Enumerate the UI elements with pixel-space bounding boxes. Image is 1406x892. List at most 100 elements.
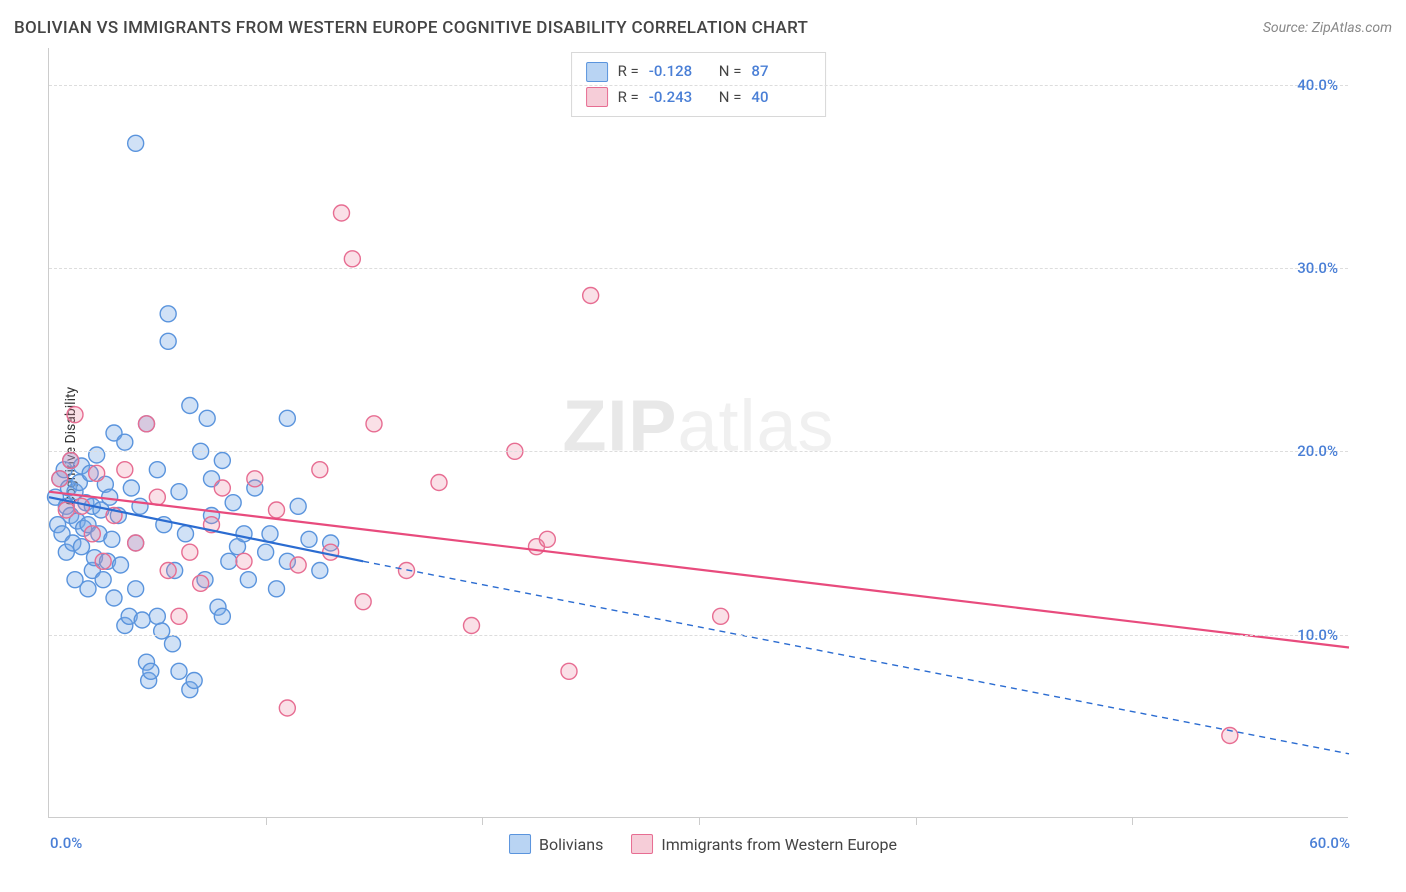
- data-point: [214, 608, 230, 624]
- x-tick-mark: [482, 817, 483, 825]
- n-value-1: 40: [751, 85, 811, 111]
- data-point: [63, 453, 79, 469]
- data-point: [225, 495, 241, 511]
- legend-swatch-0: [509, 834, 531, 854]
- data-point: [128, 581, 144, 597]
- data-point: [117, 462, 133, 478]
- legend-bottom: Bolivians Immigrants from Western Europe: [509, 834, 897, 854]
- data-point: [149, 462, 165, 478]
- source-label: Source: ZipAtlas.com: [1263, 20, 1392, 36]
- data-point: [312, 462, 328, 478]
- legend-label-1: Immigrants from Western Europe: [661, 835, 897, 854]
- data-point: [165, 636, 181, 652]
- data-point: [106, 590, 122, 606]
- gridline: [49, 268, 1348, 269]
- data-point: [171, 484, 187, 500]
- legend-swatch-1: [631, 834, 653, 854]
- data-point: [80, 581, 96, 597]
- data-point: [262, 526, 278, 542]
- n-value-0: 87: [751, 59, 811, 85]
- data-point: [171, 608, 187, 624]
- data-point: [182, 398, 198, 414]
- data-point: [123, 480, 139, 496]
- legend-item-0: Bolivians: [509, 834, 603, 854]
- stats-row-0: R = -0.128 N = 87: [586, 59, 812, 85]
- y-tick-label: 30.0%: [1297, 259, 1338, 277]
- data-point: [74, 539, 90, 555]
- data-point: [290, 498, 306, 514]
- data-point: [214, 480, 230, 496]
- x-tick-mark: [266, 817, 267, 825]
- data-point: [104, 531, 120, 547]
- gridline: [49, 85, 1348, 86]
- data-point: [67, 407, 83, 423]
- y-tick-label: 40.0%: [1297, 76, 1338, 94]
- data-point: [279, 410, 295, 426]
- data-point: [186, 673, 202, 689]
- x-tick-mark: [1132, 817, 1133, 825]
- data-point: [132, 498, 148, 514]
- data-point: [269, 502, 285, 518]
- swatch-series-1: [586, 87, 608, 107]
- data-point: [464, 618, 480, 634]
- stats-row-1: R = -0.243 N = 40: [586, 85, 812, 111]
- data-point: [171, 663, 187, 679]
- data-point: [583, 288, 599, 304]
- data-point: [58, 502, 74, 518]
- data-point: [160, 563, 176, 579]
- data-point: [193, 575, 209, 591]
- y-tick-label: 20.0%: [1297, 442, 1338, 460]
- legend-label-0: Bolivians: [539, 835, 603, 854]
- data-point: [199, 410, 215, 426]
- y-tick-label: 10.0%: [1297, 626, 1338, 644]
- chart-plot-area: ZIPatlas R = -0.128 N = 87 R = -0.243 N …: [48, 48, 1348, 818]
- data-point: [236, 526, 252, 542]
- data-point: [117, 434, 133, 450]
- data-point: [539, 531, 555, 547]
- data-point: [149, 608, 165, 624]
- scatter-svg: [49, 48, 1348, 817]
- data-point: [344, 251, 360, 267]
- data-point: [561, 663, 577, 679]
- r-value-1: -0.243: [649, 85, 709, 111]
- data-point: [128, 535, 144, 551]
- data-point: [269, 581, 285, 597]
- data-point: [355, 594, 371, 610]
- x-max-label: 60.0%: [1309, 834, 1350, 852]
- data-point: [258, 544, 274, 560]
- data-point: [236, 553, 252, 569]
- x-origin-label: 0.0%: [50, 834, 82, 852]
- trend-line-extrapolated: [363, 561, 1349, 754]
- data-point: [301, 531, 317, 547]
- data-point: [160, 333, 176, 349]
- data-point: [154, 623, 170, 639]
- data-point: [323, 544, 339, 560]
- data-point: [312, 563, 328, 579]
- data-point: [113, 557, 129, 573]
- data-point: [139, 416, 155, 432]
- data-point: [95, 553, 111, 569]
- data-point: [178, 526, 194, 542]
- x-tick-mark: [916, 817, 917, 825]
- data-point: [95, 572, 111, 588]
- data-point: [89, 465, 105, 481]
- data-point: [89, 447, 105, 463]
- data-point: [247, 471, 263, 487]
- data-point: [84, 526, 100, 542]
- data-point: [134, 612, 150, 628]
- x-tick-mark: [699, 817, 700, 825]
- data-point: [713, 608, 729, 624]
- data-point: [52, 471, 68, 487]
- chart-title: BOLIVIAN VS IMMIGRANTS FROM WESTERN EURO…: [14, 18, 808, 38]
- data-point: [74, 498, 90, 514]
- data-point: [431, 475, 447, 491]
- data-point: [214, 453, 230, 469]
- gridline: [49, 451, 1348, 452]
- gridline: [49, 635, 1348, 636]
- data-point: [149, 489, 165, 505]
- r-value-0: -0.128: [649, 59, 709, 85]
- data-point: [279, 700, 295, 716]
- data-point: [182, 544, 198, 560]
- data-point: [240, 572, 256, 588]
- data-point: [143, 663, 159, 679]
